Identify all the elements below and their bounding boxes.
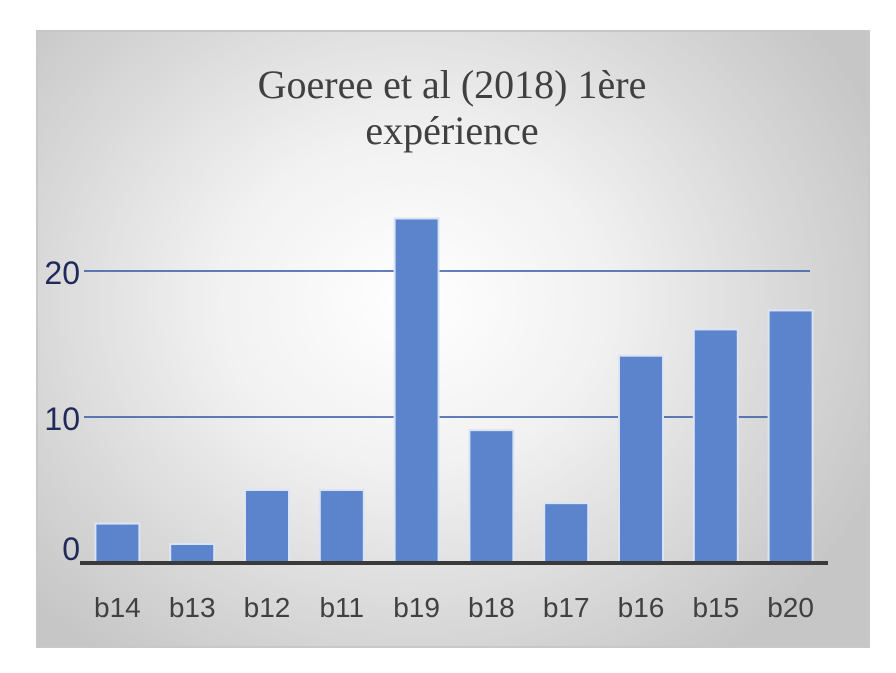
bar-b20 bbox=[767, 309, 814, 565]
y-tick-label-0: 0 bbox=[62, 531, 80, 567]
bars bbox=[94, 217, 814, 565]
x-tick-label-b13: b13 bbox=[169, 592, 216, 623]
bar-b16 bbox=[618, 354, 664, 564]
bar-b14 bbox=[94, 522, 141, 565]
x-tick-label-b15: b15 bbox=[692, 592, 739, 623]
y-tick-label-20: 20 bbox=[44, 255, 80, 291]
bar-b19 bbox=[393, 217, 440, 564]
chart-title: Goeree et al (2018) 1ère expérience bbox=[0, 62, 896, 154]
x-tick-label-b19: b19 bbox=[393, 592, 440, 623]
x-tick-label-b17: b17 bbox=[543, 592, 590, 623]
bar-b15 bbox=[692, 328, 739, 564]
x-tick-label-b18: b18 bbox=[468, 592, 515, 623]
x-tick-label-b20: b20 bbox=[767, 592, 814, 623]
bar-b11 bbox=[318, 489, 365, 564]
y-tick-labels: 0 10 20 bbox=[44, 255, 80, 567]
x-tick-labels: b14 b13 b12 b11 b19 b18 b17 b16 b15 b20 bbox=[94, 592, 814, 623]
bar-b13 bbox=[169, 543, 216, 565]
bar-b17 bbox=[543, 502, 590, 565]
chart-title-line-2: expérience bbox=[365, 108, 539, 153]
x-tick-label-b11: b11 bbox=[319, 592, 364, 623]
y-tick-label-10: 10 bbox=[44, 401, 80, 437]
x-tick-label-b16: b16 bbox=[618, 592, 665, 623]
x-tick-label-b14: b14 bbox=[94, 592, 141, 623]
bar-b12 bbox=[244, 489, 290, 564]
bar-b18 bbox=[468, 429, 515, 565]
x-tick-label-b12: b12 bbox=[244, 592, 291, 623]
gridlines bbox=[84, 270, 810, 418]
chart-title-line-1: Goeree et al (2018) 1ère bbox=[257, 62, 647, 107]
